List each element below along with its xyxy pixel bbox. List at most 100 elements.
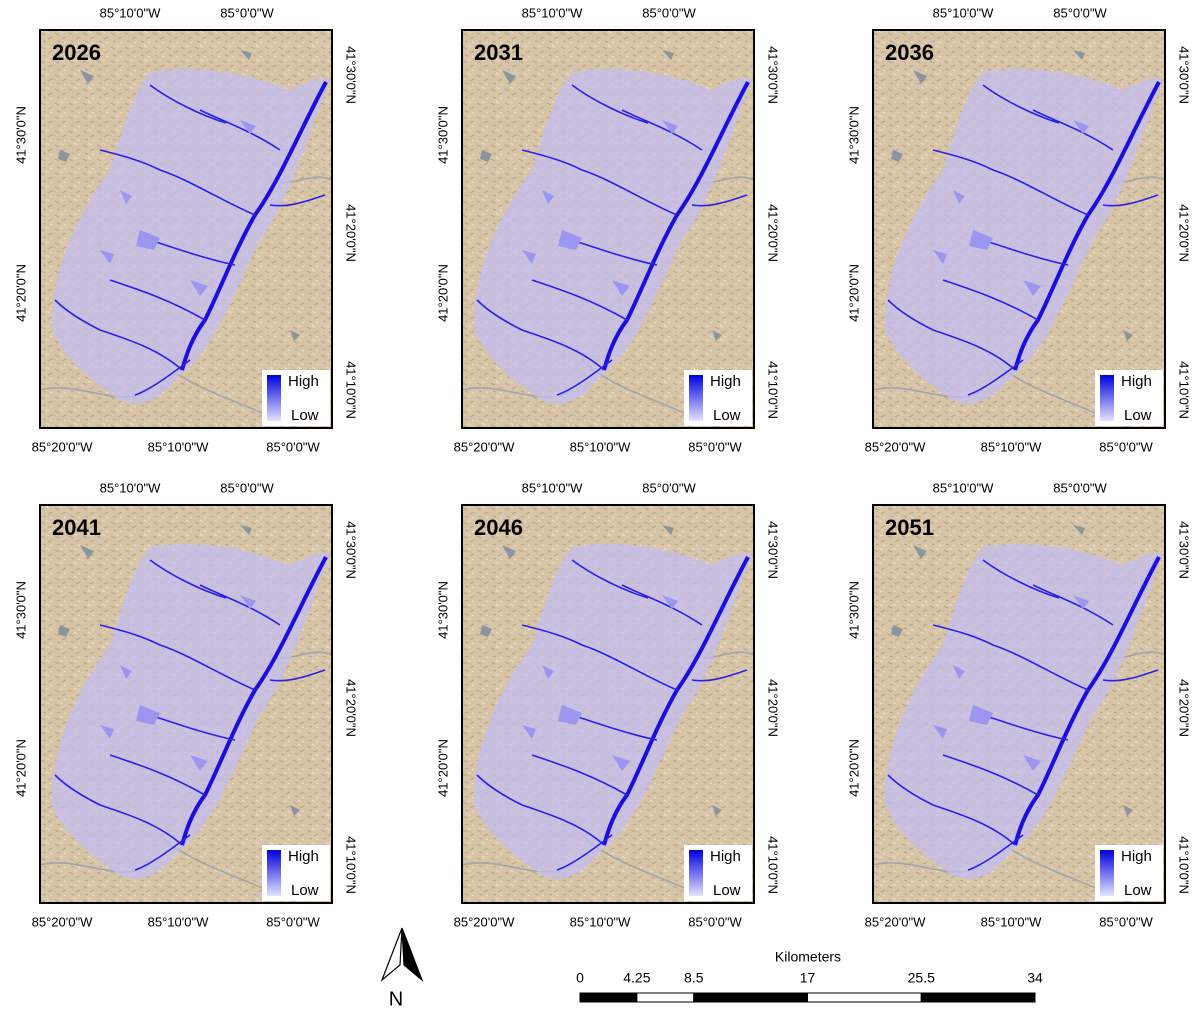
scale-tick-label: 8.5 [684, 970, 704, 986]
right-label: 41°20'0"N [1177, 204, 1192, 262]
panel-frame [872, 504, 1166, 904]
legend-high: High [288, 373, 319, 390]
bottom-label: 85°20'0"W [454, 914, 515, 929]
top-label: 85°0'0"W [642, 5, 696, 20]
right-label: 41°10'0"N [344, 836, 359, 894]
scale-segment [636, 992, 695, 1003]
left-label: 41°30'0"N [435, 581, 450, 639]
map-panel: 2026 85°10'0"W 85°0'0"W 85°20'0"W 85°10'0"W 8… [13, 5, 358, 454]
top-label: 85°0'0"W [642, 480, 696, 495]
north-arrow [380, 927, 403, 982]
scale-segment [920, 992, 1036, 1003]
legend: High Low [1095, 845, 1163, 901]
right-label: 41°10'0"N [766, 836, 781, 894]
bottom-label: 85°20'0"W [32, 439, 93, 454]
legend: High Low [262, 370, 330, 426]
right-label: 41°20'0"N [344, 204, 359, 262]
scale-tick-label: 4.25 [623, 970, 650, 986]
top-label: 85°10'0"W [933, 5, 994, 20]
map-panel: 2046 85°10'0"W 85°0'0"W 85°20'0"W 85°10'0"W 8… [435, 480, 780, 929]
left-label: 41°20'0"N [846, 739, 861, 797]
legend-low: Low [713, 882, 741, 899]
bottom-label: 85°0'0"W [688, 439, 742, 454]
scale-segment [693, 992, 808, 1003]
top-label: 85°10'0"W [100, 5, 161, 20]
legend-high: High [710, 373, 741, 390]
north-label: N [389, 988, 403, 1010]
right-label: 41°20'0"N [1177, 679, 1192, 737]
right-label: 41°30'0"N [766, 521, 781, 579]
bottom-label: 85°20'0"W [32, 914, 93, 929]
left-label: 41°30'0"N [435, 106, 450, 164]
scale-segment [579, 992, 638, 1003]
right-label: 41°10'0"N [344, 361, 359, 419]
scale-title: Kilometers [775, 949, 841, 965]
legend: High Low [684, 845, 752, 901]
left-label: 41°20'0"N [435, 264, 450, 322]
legend-high: High [710, 848, 741, 865]
right-label: 41°30'0"N [1177, 46, 1192, 104]
panel-frame [39, 29, 333, 429]
legend-ramp [689, 375, 703, 421]
top-label: 85°0'0"W [220, 5, 274, 20]
bottom-label: 85°0'0"W [266, 914, 320, 929]
legend-ramp [1100, 850, 1114, 896]
bottom-label: 85°0'0"W [266, 439, 320, 454]
right-label: 41°30'0"N [344, 46, 359, 104]
left-label: 41°20'0"N [13, 264, 28, 322]
bottom-label: 85°0'0"W [688, 914, 742, 929]
right-label: 41°30'0"N [344, 521, 359, 579]
top-label: 85°0'0"W [220, 480, 274, 495]
top-label: 85°10'0"W [933, 480, 994, 495]
top-label: 85°0'0"W [1053, 480, 1107, 495]
bottom-label: 85°10'0"W [148, 439, 209, 454]
bottom-label: 85°0'0"W [1099, 914, 1153, 929]
right-label: 41°20'0"N [766, 679, 781, 737]
scale-segment [807, 992, 922, 1003]
legend-low: Low [291, 407, 319, 424]
left-label: 41°30'0"N [846, 581, 861, 639]
bottom-label: 85°20'0"W [865, 439, 926, 454]
scale-tick-label: 34 [1027, 970, 1043, 986]
legend: High Low [684, 370, 752, 426]
panel-year: 2051 [885, 515, 934, 540]
scale-tick-label: 17 [800, 970, 816, 986]
legend-ramp [267, 850, 281, 896]
legend-low: Low [1124, 882, 1152, 899]
map-panel: 2041 85°10'0"W 85°0'0"W 85°20'0"W 85°10'0"W 8… [13, 480, 358, 929]
map-panel: 2031 85°10'0"W 85°0'0"W 85°20'0"W 85°10'0"W 8… [435, 5, 780, 454]
legend-low: Low [291, 882, 319, 899]
top-label: 85°10'0"W [100, 480, 161, 495]
legend: High Low [1095, 370, 1163, 426]
panel-year: 2046 [474, 515, 523, 540]
bottom-label: 85°10'0"W [148, 914, 209, 929]
map-furniture: N Kilometers 0 4.25 8.5 17 25.5 34 [380, 927, 1043, 1010]
north-arrow [401, 927, 424, 982]
bottom-label: 85°20'0"W [454, 439, 515, 454]
bottom-label: 85°10'0"W [570, 914, 631, 929]
legend-low: Low [713, 407, 741, 424]
top-label: 85°10'0"W [522, 5, 583, 20]
left-label: 41°20'0"N [13, 739, 28, 797]
panel-year: 2031 [474, 40, 523, 65]
panel-frame [39, 504, 333, 904]
scale-tick-label: 0 [576, 970, 584, 986]
top-label: 85°0'0"W [1053, 5, 1107, 20]
right-label: 41°20'0"N [344, 679, 359, 737]
left-label: 41°30'0"N [13, 581, 28, 639]
panels: 2026 85°10'0"W 85°0'0"W 85°20'0"W 85°10'0"W 8… [13, 5, 1191, 929]
right-label: 41°10'0"N [766, 361, 781, 419]
bottom-label: 85°10'0"W [981, 914, 1042, 929]
top-label: 85°10'0"W [522, 480, 583, 495]
right-label: 41°10'0"N [1177, 836, 1192, 894]
right-label: 41°30'0"N [766, 46, 781, 104]
legend: High Low [262, 845, 330, 901]
legend-low: Low [1124, 407, 1152, 424]
panel-frame [872, 29, 1166, 429]
bottom-label: 85°0'0"W [1099, 439, 1153, 454]
legend-ramp [689, 850, 703, 896]
map-panel: 2036 85°10'0"W 85°0'0"W 85°20'0"W 85°10'0"W 8… [846, 5, 1191, 454]
bottom-label: 85°10'0"W [570, 439, 631, 454]
left-label: 41°30'0"N [846, 106, 861, 164]
